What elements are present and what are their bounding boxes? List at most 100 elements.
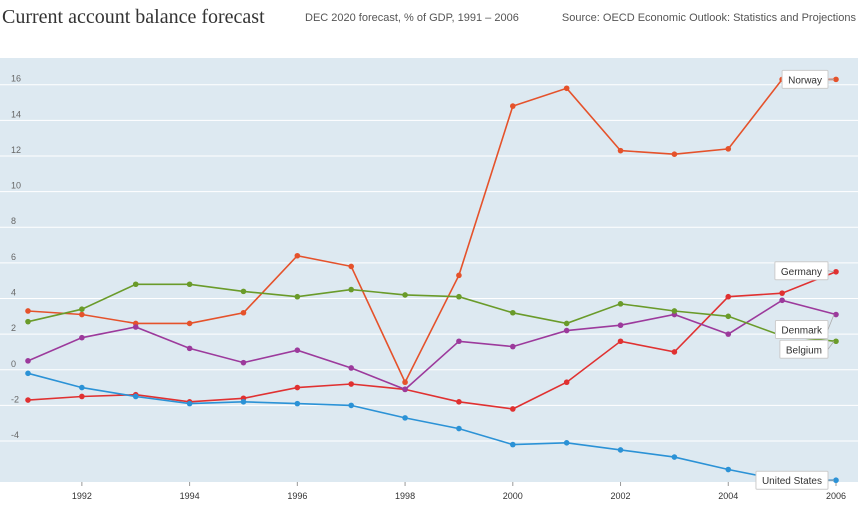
data-point[interactable]: [510, 103, 516, 109]
data-point[interactable]: [725, 466, 732, 473]
data-point[interactable]: [348, 365, 355, 371]
series-label-text: Norway: [788, 75, 822, 86]
data-point[interactable]: [294, 400, 301, 407]
data-point[interactable]: [725, 293, 732, 300]
data-point[interactable]: [725, 313, 732, 320]
series-label-belgium[interactable]: Belgium: [779, 339, 835, 359]
x-tick-label: 1996: [287, 491, 307, 501]
series-label-germany[interactable]: Germany: [774, 261, 835, 281]
data-point[interactable]: [25, 358, 31, 364]
data-point[interactable]: [456, 425, 462, 432]
series-label-text: Germany: [781, 267, 822, 278]
data-point[interactable]: [294, 384, 301, 391]
data-point[interactable]: [79, 393, 85, 400]
data-point[interactable]: [132, 281, 139, 288]
data-point[interactable]: [671, 308, 678, 314]
data-point[interactable]: [186, 400, 193, 407]
data-point[interactable]: [563, 440, 570, 446]
data-point[interactable]: [348, 402, 355, 409]
chart-subtitle: DEC 2020 forecast, % of GDP, 1991 – 2006: [305, 12, 519, 24]
y-tick-label: 4: [11, 288, 16, 298]
data-point[interactable]: [833, 311, 839, 318]
data-point[interactable]: [563, 327, 570, 334]
data-point[interactable]: [671, 151, 678, 158]
data-point[interactable]: [402, 379, 408, 386]
data-point[interactable]: [132, 324, 139, 330]
series-label-text: Denmark: [781, 326, 823, 337]
data-point[interactable]: [186, 281, 193, 288]
data-point[interactable]: [456, 293, 462, 300]
data-point[interactable]: [833, 268, 839, 275]
data-point[interactable]: [833, 477, 839, 484]
data-point[interactable]: [240, 359, 247, 366]
x-tick-label: 1998: [395, 491, 415, 501]
data-point[interactable]: [186, 320, 193, 327]
data-point[interactable]: [725, 331, 732, 337]
data-point[interactable]: [186, 345, 193, 352]
data-point[interactable]: [348, 381, 355, 387]
data-point[interactable]: [240, 309, 247, 316]
data-point[interactable]: [510, 406, 516, 412]
data-point[interactable]: [25, 397, 31, 403]
series-line-united-states[interactable]: [27, 372, 836, 482]
data-point[interactable]: [563, 85, 570, 92]
y-tick-label: 2: [11, 323, 16, 333]
y-tick-label: 12: [11, 145, 21, 155]
series-line-norway[interactable]: [27, 78, 836, 385]
data-point[interactable]: [402, 415, 408, 421]
data-point[interactable]: [348, 286, 355, 293]
data-point[interactable]: [294, 293, 301, 300]
series-labels: Norway Germany Denmark Belgium United States: [755, 69, 835, 490]
data-point[interactable]: [79, 384, 85, 391]
data-point[interactable]: [456, 338, 462, 345]
data-point[interactable]: [617, 338, 624, 345]
y-axis: 16 14 12 10 8 6 4 2 0 -2 -4: [11, 74, 21, 440]
series-label-united-states[interactable]: United States: [755, 470, 834, 490]
data-point[interactable]: [779, 297, 785, 304]
data-point[interactable]: [348, 263, 355, 270]
data-point[interactable]: [510, 441, 516, 448]
grid-lines: [0, 84, 858, 442]
data-point[interactable]: [79, 334, 85, 341]
data-point[interactable]: [294, 252, 301, 259]
data-point[interactable]: [779, 290, 785, 296]
data-point[interactable]: [240, 399, 247, 405]
data-point[interactable]: [617, 301, 624, 307]
data-point[interactable]: [671, 454, 678, 460]
data-point[interactable]: [563, 320, 570, 327]
data-point[interactable]: [25, 308, 31, 314]
data-point[interactable]: [79, 311, 85, 318]
data-point[interactable]: [833, 338, 839, 345]
y-tick-label: -4: [11, 430, 19, 440]
chart-source-link[interactable]: Source: OECD Economic Outlook: Statistic…: [561, 12, 856, 24]
data-point[interactable]: [617, 447, 624, 453]
data-point[interactable]: [833, 76, 839, 83]
data-point[interactable]: [510, 309, 516, 316]
data-point[interactable]: [510, 343, 516, 350]
series-united-states[interactable]: [25, 370, 839, 484]
series-norway[interactable]: [25, 76, 839, 386]
data-point[interactable]: [563, 379, 570, 386]
data-point[interactable]: [617, 147, 624, 154]
data-point[interactable]: [240, 288, 247, 295]
series-label-norway[interactable]: Norway: [781, 69, 834, 89]
data-point[interactable]: [456, 272, 462, 279]
series-denmark[interactable]: [25, 297, 839, 393]
series-label-text: Belgium: [786, 345, 822, 356]
y-tick-label: 0: [11, 359, 16, 369]
data-point[interactable]: [25, 318, 31, 325]
x-tick-label: 2006: [826, 491, 846, 501]
series-line-belgium[interactable]: [27, 283, 837, 343]
data-point[interactable]: [294, 347, 301, 353]
data-point[interactable]: [671, 349, 678, 355]
data-point[interactable]: [617, 322, 624, 329]
data-point[interactable]: [725, 146, 732, 152]
data-point[interactable]: [402, 386, 408, 393]
series-line-denmark[interactable]: [27, 299, 837, 391]
data-point[interactable]: [25, 370, 31, 377]
data-point[interactable]: [79, 306, 85, 312]
series-label-denmark[interactable]: Denmark: [774, 314, 835, 340]
data-point[interactable]: [132, 393, 139, 400]
data-point[interactable]: [456, 399, 462, 405]
data-point[interactable]: [402, 292, 408, 298]
